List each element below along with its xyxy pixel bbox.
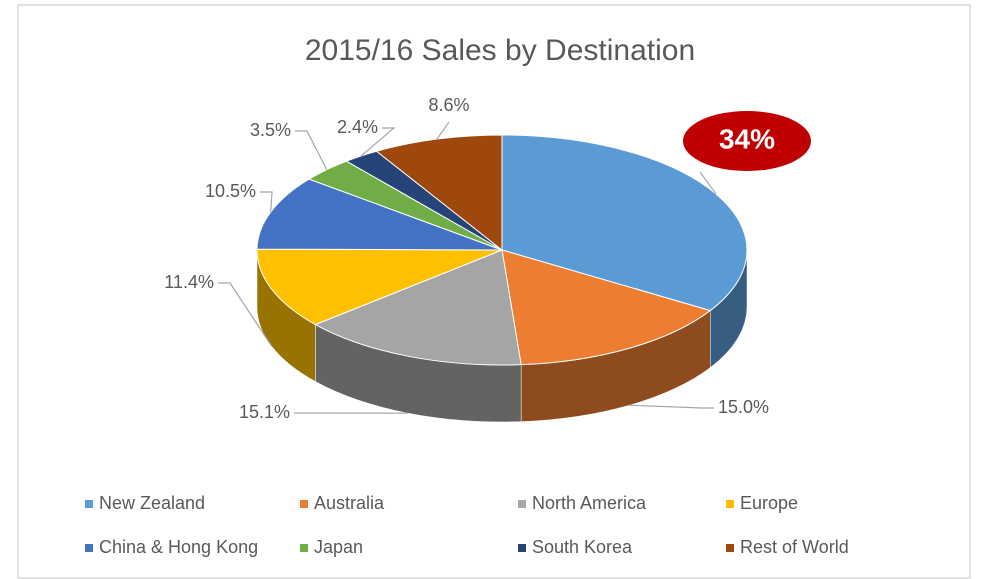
data-label: 15.1% xyxy=(239,402,290,422)
leader-line xyxy=(436,121,450,140)
data-label: 11.4% xyxy=(164,272,214,292)
data-label: 34% xyxy=(719,123,775,154)
highlight-badge xyxy=(683,111,811,171)
pie-slice xyxy=(314,249,522,366)
pie-slice xyxy=(501,134,748,312)
legend-swatch xyxy=(300,544,308,552)
legend-swatch xyxy=(726,500,734,508)
legend-label: China & Hong Kong xyxy=(99,537,258,557)
legend-label: South Korea xyxy=(532,537,633,557)
data-label: 3.5% xyxy=(250,120,291,140)
pie-slice xyxy=(501,249,712,366)
legend-label: New Zealand xyxy=(99,493,205,513)
leader-line xyxy=(629,404,714,409)
legend-label: Australia xyxy=(314,493,385,513)
data-label: 2.4% xyxy=(337,117,378,137)
leader-line xyxy=(218,282,273,347)
legend-label: Rest of World xyxy=(740,537,849,557)
chart-title: 2015/16 Sales by Destination xyxy=(305,34,695,67)
legend-swatch xyxy=(518,500,526,508)
legend-swatch xyxy=(518,544,526,552)
pie-slice xyxy=(256,248,503,326)
legend-label: Japan xyxy=(314,537,363,557)
legend-label: Europe xyxy=(740,493,798,513)
data-label: 10.5% xyxy=(205,181,256,201)
leader-line xyxy=(699,171,717,195)
pie-slice xyxy=(375,134,503,252)
leader-line xyxy=(260,191,273,213)
legend-swatch xyxy=(300,500,308,508)
legend-swatch xyxy=(85,544,93,552)
data-label: 8.6% xyxy=(428,95,469,115)
legend-label: North America xyxy=(532,493,647,513)
legend-swatch xyxy=(85,500,93,508)
leader-line xyxy=(360,127,396,157)
data-label: 15.0% xyxy=(718,397,769,417)
legend-swatch xyxy=(726,544,734,552)
pie-slice xyxy=(256,178,503,251)
leader-line xyxy=(295,130,328,170)
